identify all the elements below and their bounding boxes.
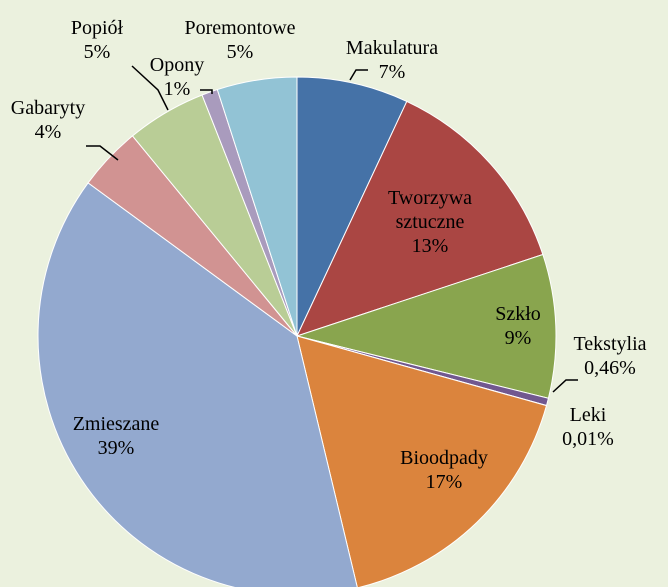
slice-label: Poremontowe 5% — [184, 16, 295, 64]
pie-slice — [296, 76, 408, 337]
value-label: 39% — [97, 437, 135, 459]
leader-line — [200, 89, 213, 94]
value-label: 9% — [504, 327, 532, 349]
category-label: Poremontowe — [184, 17, 296, 39]
value-label: 17% — [425, 471, 463, 493]
value-label: 1% — [163, 78, 191, 100]
category-label: Makulatura — [345, 37, 439, 59]
value-label: 0,01% — [562, 428, 614, 450]
slice-label: Tekstylia 0,46% — [573, 332, 646, 380]
slice-label: Leki 0,01% — [562, 403, 614, 451]
pie-slice — [295, 253, 557, 399]
category-label: Tekstylia — [573, 333, 647, 355]
category-label: Leki — [569, 404, 607, 426]
category-label: Zmieszane — [72, 413, 160, 435]
slice-label: Opony 1% — [150, 53, 204, 101]
category-label: Opony — [149, 54, 205, 76]
leader-line — [86, 145, 119, 161]
slice-label: Bioodpady 17% — [400, 446, 488, 494]
leader-line — [552, 379, 578, 393]
slice-label: Tworzywa sztuczne 13% — [375, 186, 485, 258]
slice-label: Gabaryty 4% — [11, 96, 85, 144]
value-label: 7% — [378, 61, 406, 83]
leader-line — [131, 65, 169, 111]
value-label: 5% — [226, 41, 254, 63]
pie-slice — [296, 100, 544, 337]
category-label: Tworzywa sztuczne — [387, 187, 473, 233]
value-label: 0,46% — [584, 357, 636, 379]
slice-label: Popiół 5% — [71, 16, 123, 64]
pie-slice — [37, 182, 358, 587]
value-label: 4% — [34, 121, 62, 143]
pie-slice — [296, 335, 548, 587]
slice-label: Szkło 9% — [495, 302, 541, 350]
value-label: 5% — [83, 41, 111, 63]
category-label: Popiół — [70, 17, 124, 39]
value-label: 13% — [411, 235, 449, 257]
leader-line — [349, 69, 368, 81]
category-label: Bioodpady — [400, 447, 488, 469]
category-label: Gabaryty — [10, 97, 86, 119]
pie-slice — [216, 76, 298, 337]
category-label: Szkło — [495, 303, 541, 325]
slice-label: Zmieszane 39% — [73, 412, 160, 460]
slice-label: Makulatura 7% — [346, 36, 438, 84]
